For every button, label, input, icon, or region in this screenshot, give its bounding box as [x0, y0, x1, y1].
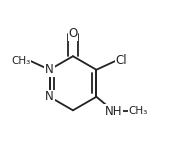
Text: N: N [45, 63, 54, 76]
Text: CH₃: CH₃ [11, 56, 31, 66]
Text: Cl: Cl [115, 55, 127, 67]
Text: CH₃: CH₃ [129, 106, 148, 116]
Text: NH: NH [105, 105, 123, 118]
Text: O: O [68, 27, 78, 40]
Text: N: N [45, 90, 54, 103]
